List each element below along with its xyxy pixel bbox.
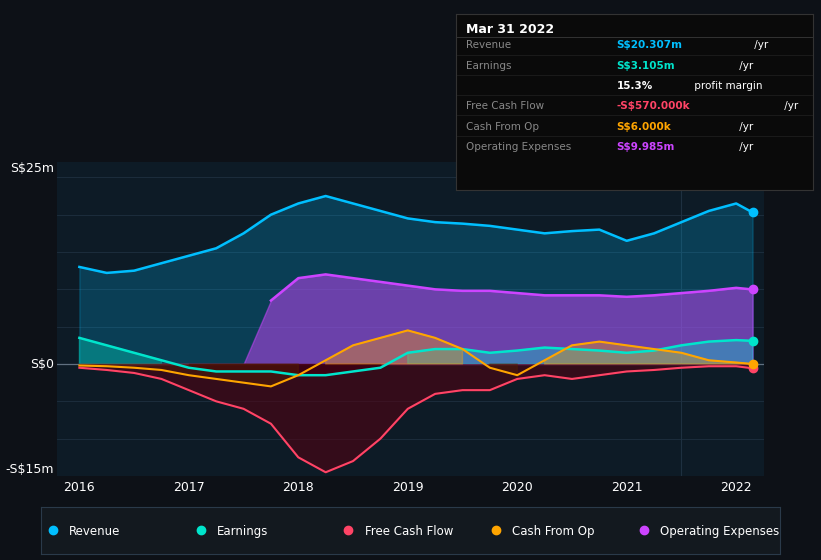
Text: Operating Expenses: Operating Expenses	[466, 142, 571, 152]
Text: /yr: /yr	[736, 60, 754, 71]
Text: Cash From Op: Cash From Op	[512, 525, 595, 538]
Text: Operating Expenses: Operating Expenses	[660, 525, 779, 538]
Text: Cash From Op: Cash From Op	[466, 122, 539, 132]
Text: /yr: /yr	[736, 122, 754, 132]
Text: Earnings: Earnings	[466, 60, 511, 71]
Text: S$6.000k: S$6.000k	[617, 122, 671, 132]
Text: -S$570.000k: -S$570.000k	[617, 101, 690, 111]
Text: S$3.105m: S$3.105m	[617, 60, 675, 71]
Text: S$0: S$0	[30, 357, 54, 371]
Text: /yr: /yr	[751, 40, 768, 50]
Text: -S$15m: -S$15m	[6, 463, 54, 476]
Text: profit margin: profit margin	[691, 81, 763, 91]
Text: /yr: /yr	[782, 101, 799, 111]
Text: S$9.985m: S$9.985m	[617, 142, 675, 152]
Text: Revenue: Revenue	[466, 40, 511, 50]
Text: Free Cash Flow: Free Cash Flow	[365, 525, 453, 538]
Text: S$20.307m: S$20.307m	[617, 40, 682, 50]
Text: /yr: /yr	[736, 142, 754, 152]
Text: Free Cash Flow: Free Cash Flow	[466, 101, 544, 111]
Text: 15.3%: 15.3%	[617, 81, 653, 91]
Text: Earnings: Earnings	[217, 525, 268, 538]
Text: Revenue: Revenue	[69, 525, 121, 538]
Text: S$25m: S$25m	[10, 162, 54, 175]
Text: Mar 31 2022: Mar 31 2022	[466, 23, 554, 36]
